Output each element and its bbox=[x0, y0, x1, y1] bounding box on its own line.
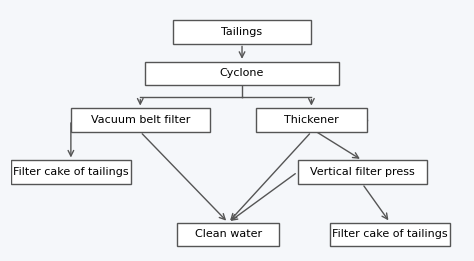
Text: Filter cake of tailings: Filter cake of tailings bbox=[332, 229, 448, 239]
Text: Tailings: Tailings bbox=[221, 27, 263, 37]
Text: Cyclone: Cyclone bbox=[220, 68, 264, 78]
FancyBboxPatch shape bbox=[71, 108, 210, 132]
FancyBboxPatch shape bbox=[11, 160, 131, 184]
Text: Thickener: Thickener bbox=[284, 115, 339, 125]
Text: Vacuum belt filter: Vacuum belt filter bbox=[91, 115, 190, 125]
FancyBboxPatch shape bbox=[256, 108, 367, 132]
Text: Clean water: Clean water bbox=[195, 229, 262, 239]
FancyBboxPatch shape bbox=[330, 223, 450, 246]
Text: Vertical filter press: Vertical filter press bbox=[310, 167, 415, 177]
FancyBboxPatch shape bbox=[173, 20, 311, 44]
FancyBboxPatch shape bbox=[177, 223, 279, 246]
FancyBboxPatch shape bbox=[298, 160, 427, 184]
FancyBboxPatch shape bbox=[145, 62, 339, 85]
Text: Filter cake of tailings: Filter cake of tailings bbox=[13, 167, 129, 177]
